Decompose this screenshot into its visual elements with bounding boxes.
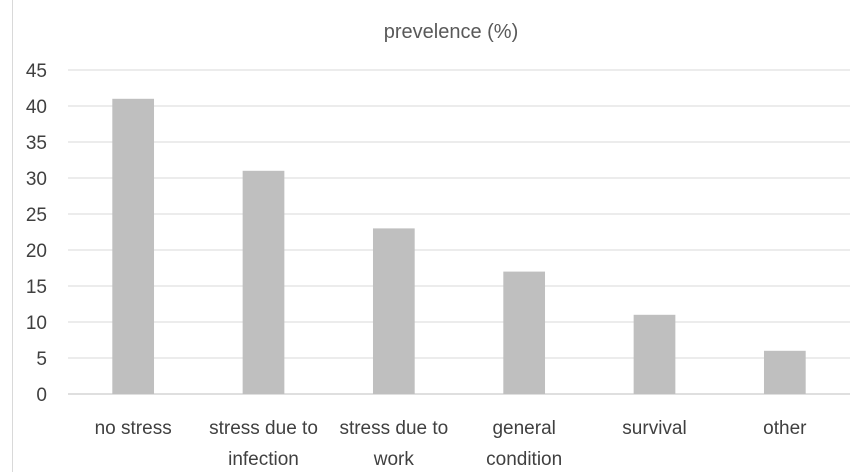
y-tick-label: 10 — [26, 313, 47, 334]
x-tick-label: stress due to — [339, 418, 448, 439]
y-tick-label: 25 — [26, 205, 47, 226]
y-axis-ticks: 0 5 10 15 20 25 30 35 40 45 — [26, 61, 47, 406]
x-tick-label: infection — [228, 449, 299, 470]
x-tick-label: general — [492, 418, 555, 439]
y-tick-label: 20 — [26, 241, 47, 262]
y-tick-label: 40 — [26, 97, 47, 118]
gridlines — [68, 69, 850, 359]
frame-border — [12, 0, 13, 472]
x-tick-label: other — [763, 418, 807, 439]
x-tick-label: work — [373, 449, 415, 470]
bar — [372, 228, 415, 394]
y-tick-label: 0 — [36, 385, 47, 406]
y-tick-label: 35 — [26, 133, 47, 154]
chart-title: prevelence (%) — [384, 21, 519, 43]
x-axis-labels: no stress stress due to infection stress du… — [95, 418, 808, 470]
bars — [112, 98, 806, 395]
x-tick-label: no stress — [95, 418, 172, 439]
x-tick-label: condition — [486, 449, 562, 470]
bar — [763, 350, 806, 394]
bar — [112, 98, 155, 395]
x-tick-label: survival — [622, 418, 686, 439]
bar — [242, 170, 285, 394]
x-tick-label: stress due to — [209, 418, 318, 439]
bar — [633, 314, 676, 394]
y-tick-label: 30 — [26, 169, 47, 190]
y-tick-label: 5 — [36, 349, 47, 370]
y-tick-label: 45 — [26, 61, 47, 82]
bar — [503, 271, 546, 394]
y-tick-label: 15 — [26, 277, 47, 298]
